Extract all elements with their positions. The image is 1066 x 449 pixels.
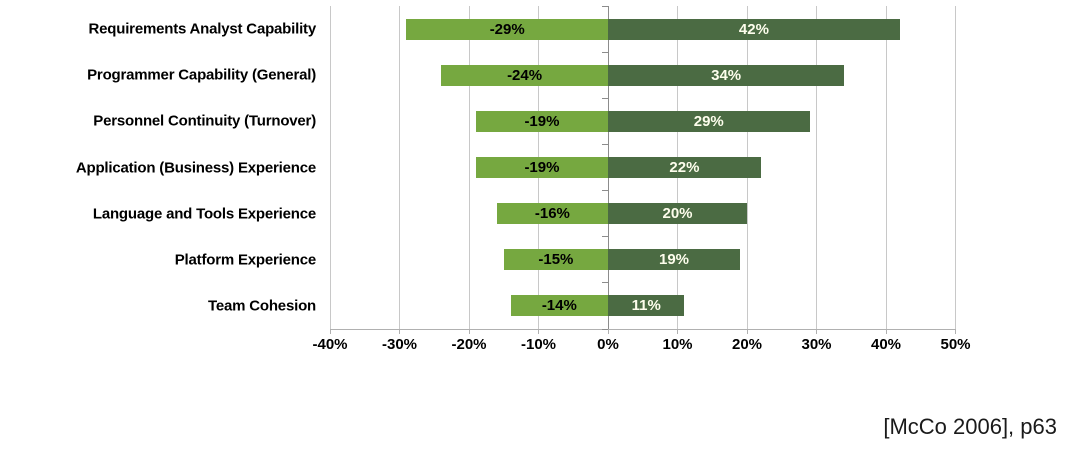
category-label: Requirements Analyst Capability: [88, 20, 317, 38]
x-axis-tick-label: 0%: [597, 336, 619, 353]
bar-value-label-positive: 29%: [693, 112, 724, 130]
bar-positive: 11%: [608, 295, 685, 317]
bar-positive: 20%: [608, 203, 747, 225]
x-axis-tick-label: 30%: [801, 336, 832, 353]
x-axis-tick: [746, 329, 748, 334]
x-axis-tick-label: -20%: [451, 336, 487, 353]
bar-value-label-negative: -19%: [524, 112, 560, 130]
bar-positive: 19%: [608, 249, 741, 271]
x-axis-tick: [538, 329, 539, 334]
bar-value-label-positive: 19%: [659, 251, 690, 269]
x-axis-tick-label: -40%: [312, 336, 348, 353]
citation: [McCo 2006], p63: [883, 414, 1057, 439]
x-axis-tick: [885, 329, 887, 334]
zero-axis-row-tick: [601, 236, 608, 238]
bar-value-label-negative: -14%: [541, 297, 577, 315]
bar-negative: -14%: [510, 295, 608, 317]
bar-value-label-positive: 20%: [662, 205, 693, 223]
category-label: Platform Experience: [174, 251, 316, 269]
zero-axis-row-tick: [601, 190, 608, 192]
bar-positive: 29%: [608, 110, 810, 132]
x-axis-tick-label: -30%: [381, 336, 418, 353]
bar-positive: 34%: [608, 64, 845, 86]
x-axis-tick-label: 20%: [731, 336, 763, 353]
zero-axis-row-tick: [601, 328, 608, 330]
bar-positive: 22%: [608, 157, 761, 178]
bar-value-label-positive: 11%: [631, 297, 661, 315]
x-axis-tick-label: 40%: [870, 336, 902, 353]
zero-axis-row-tick: [601, 97, 608, 99]
gridline: [816, 6, 817, 329]
x-axis-tick: [468, 329, 470, 334]
bar-negative: -29%: [406, 18, 608, 40]
bar-positive: 42%: [608, 18, 900, 40]
gridline: [329, 6, 331, 329]
x-axis-tick: [399, 329, 400, 334]
gridline: [399, 6, 400, 329]
zero-axis-row-tick: [601, 51, 608, 53]
x-axis-tick: [677, 329, 678, 334]
zero-axis-row-tick: [601, 5, 608, 7]
bar-negative: -24%: [441, 64, 608, 86]
zero-axis-row-tick: [601, 143, 608, 145]
bar-value-label-negative: -16%: [534, 205, 570, 223]
category-label: Application (Business) Experience: [75, 159, 316, 176]
x-axis-tick-label: 10%: [662, 336, 693, 353]
category-label: Personnel Continuity (Turnover): [93, 112, 316, 130]
x-axis-tick: [955, 329, 956, 334]
x-axis-tick: [816, 329, 817, 334]
bar-value-label-negative: -15%: [538, 251, 574, 269]
x-axis-tick: [607, 329, 609, 334]
bar-negative: -19%: [475, 157, 608, 178]
category-label: Language and Tools Experience: [92, 205, 316, 223]
gridline: [468, 6, 470, 329]
x-axis-tick: [329, 329, 331, 334]
category-label: Programmer Capability (General): [87, 66, 316, 84]
bar-negative: -15%: [503, 249, 608, 271]
zero-axis-row-tick: [601, 282, 608, 284]
bar-negative: -19%: [475, 110, 608, 132]
x-axis-tick-label: 50%: [940, 336, 971, 353]
x-axis-line: [330, 329, 956, 330]
bar-value-label-positive: 22%: [669, 159, 700, 176]
bar-value-label-negative: -19%: [524, 159, 560, 176]
gridline: [885, 6, 887, 329]
x-axis-tick-label: -10%: [520, 336, 557, 353]
bar-value-label-positive: 34%: [711, 66, 742, 84]
bar-negative: -16%: [496, 203, 608, 225]
category-label: Team Cohesion: [208, 297, 316, 315]
gridline: [955, 6, 956, 329]
bar-value-label-negative: -29%: [489, 20, 525, 38]
bar-value-label-positive: 42%: [738, 20, 769, 38]
bar-value-label-negative: -24%: [507, 66, 543, 84]
